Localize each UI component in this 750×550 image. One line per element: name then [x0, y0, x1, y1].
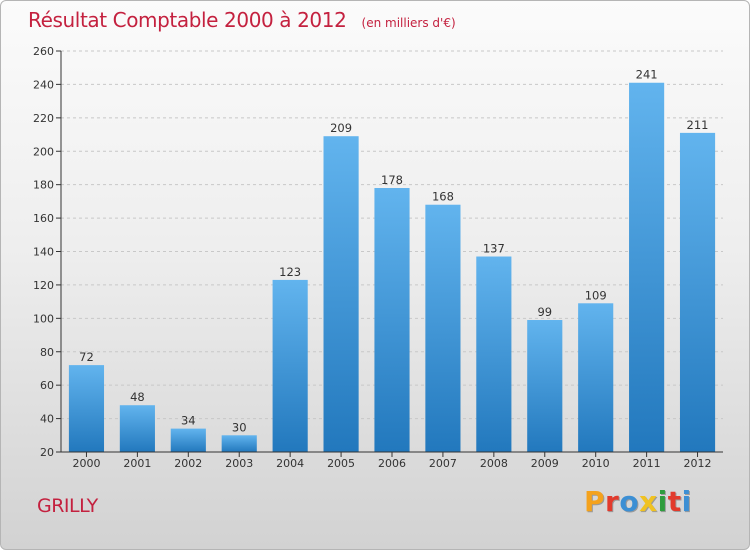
bar-value-label: 99: [537, 305, 552, 319]
bar: [476, 256, 512, 452]
bar-value-label: 241: [636, 68, 658, 82]
x-tick-label: 2009: [531, 457, 559, 470]
chart-title-row: Résultat Comptable 2000 à 2012 (en milli…: [28, 8, 456, 32]
y-tick-label: 120: [33, 279, 54, 292]
bar: [221, 435, 257, 452]
chart-subtitle: (en milliers d'€): [361, 16, 456, 30]
x-tick-label: 2007: [429, 457, 457, 470]
y-tick-label: 240: [33, 78, 54, 91]
proxiti-logo: Proxiti: [584, 485, 692, 518]
logo-letter: P: [584, 485, 606, 518]
bar: [578, 303, 614, 452]
logo-letter: i: [681, 485, 692, 518]
bar-value-label: 123: [279, 265, 301, 279]
bar-value-label: 109: [585, 288, 607, 302]
town-name: GRILLY: [37, 495, 98, 517]
bar: [119, 405, 155, 452]
x-tick-label: 2004: [276, 457, 304, 470]
x-tick-label: 2003: [225, 457, 253, 470]
bar: [272, 279, 308, 452]
bar-value-label: 168: [432, 190, 454, 204]
bar-value-label: 72: [79, 350, 94, 364]
bar: [679, 132, 716, 452]
bar-value-label: 137: [483, 242, 505, 256]
y-tick-label: 100: [33, 312, 54, 325]
logo-letter: x: [639, 485, 658, 518]
x-tick-label: 2001: [123, 457, 151, 470]
bar-value-label: 178: [381, 173, 403, 187]
y-tick-label: 80: [40, 346, 54, 359]
y-tick-label: 60: [40, 379, 54, 392]
x-tick-label: 2005: [327, 457, 355, 470]
x-tick-label: 2002: [174, 457, 202, 470]
bar: [425, 204, 461, 452]
logo-letter: r: [605, 485, 620, 518]
x-tick-label: 2012: [684, 457, 712, 470]
bar: [323, 136, 359, 452]
x-tick-label: 2008: [480, 457, 508, 470]
bars: [68, 82, 716, 452]
bar: [374, 188, 410, 452]
logo-letter: t: [667, 485, 682, 518]
bar-value-label: 209: [330, 121, 352, 135]
y-tick-label: 260: [33, 45, 54, 58]
bar: [68, 365, 105, 452]
bar-value-label: 211: [687, 118, 709, 132]
y-tick-label: 140: [33, 246, 54, 259]
bar-value-label: 30: [232, 420, 247, 434]
y-tick-label: 40: [40, 413, 54, 426]
y-tick-label: 180: [33, 179, 54, 192]
x-tick-label: 2011: [633, 457, 661, 470]
logo-letter: i: [657, 485, 668, 518]
y-tick-label: 200: [33, 145, 54, 158]
bar: [170, 428, 206, 452]
axes: 20 40 60 80 100 120 140 160 180 200 220 240 260 2000 2…: [33, 45, 723, 470]
bar: [527, 320, 563, 452]
y-tick-label: 160: [33, 212, 54, 225]
data-labels: 72 48 34 30 123 209 178 168 137 99 109 241 211: [79, 68, 708, 435]
bar: [629, 82, 665, 452]
y-tick-label: 20: [40, 446, 54, 459]
x-tick-label: 2000: [72, 457, 100, 470]
x-tick-label: 2006: [378, 457, 406, 470]
x-tick-label: 2010: [582, 457, 610, 470]
y-tick-label: 220: [33, 112, 54, 125]
bar-value-label: 48: [130, 390, 145, 404]
bar-value-label: 34: [181, 414, 196, 428]
chart-title: Résultat Comptable 2000 à 2012: [28, 8, 347, 32]
logo-letter: o: [619, 485, 640, 518]
